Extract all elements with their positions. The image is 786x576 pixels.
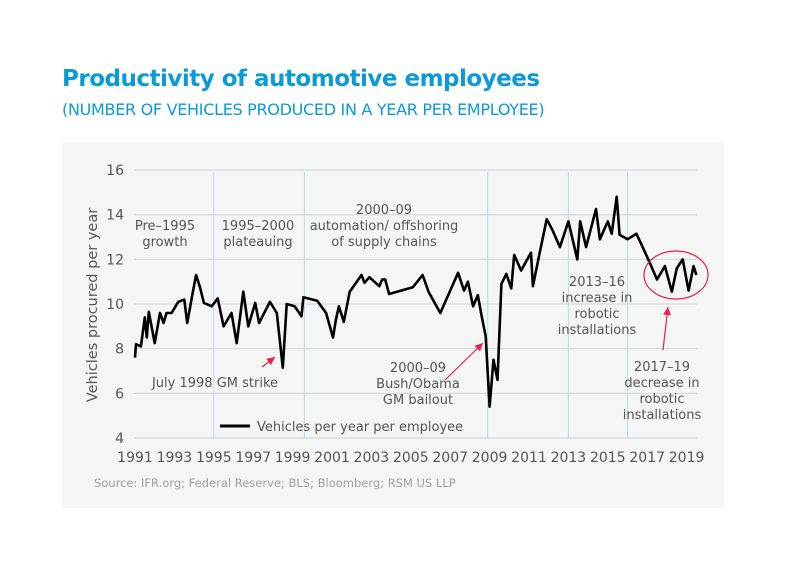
annotation-pre1995: growth <box>142 235 187 250</box>
y-tick-label: 16 <box>106 163 124 179</box>
x-tick-label: 2019 <box>669 450 705 466</box>
y-axis-label: Vehicles procured per year <box>85 208 101 402</box>
annotation-bailout: GM bailout <box>383 393 453 408</box>
x-tick-label: 2013 <box>551 450 587 466</box>
bailout-arrow-head <box>474 343 483 352</box>
highlight-circle <box>643 250 709 300</box>
annotation-automation: of supply chains <box>331 235 437 250</box>
annotation-strike: July 1998 GM strike <box>151 376 278 391</box>
y-tick-label: 14 <box>106 208 124 224</box>
strike-arrow-head <box>266 357 275 366</box>
x-tick-label: 2005 <box>393 450 429 466</box>
x-tick-label: 2011 <box>511 450 547 466</box>
annotation-automation: 2000–09 <box>356 203 412 218</box>
decrease-arrow-head <box>663 307 672 316</box>
legend-label: Vehicles per year per employee <box>257 420 463 435</box>
source-note: Source: IFR.org; Federal Reserve; BLS; B… <box>94 476 456 490</box>
annotation-decrease: installations <box>623 408 702 423</box>
annotation-increase: robotic <box>574 307 619 322</box>
bailout-arrow <box>444 342 484 381</box>
y-tick-label: 4 <box>115 431 124 447</box>
chart-panel <box>62 142 724 508</box>
x-tick-label: 2001 <box>314 450 350 466</box>
annotation-increase: installations <box>558 323 637 338</box>
x-tick-label: 2003 <box>354 450 390 466</box>
x-tick-label: 1999 <box>275 450 311 466</box>
y-tick-label: 10 <box>106 297 124 313</box>
annotation-increase: 2013–16 <box>569 275 625 290</box>
annotation-decrease: robotic <box>639 392 684 407</box>
series-line <box>133 195 698 408</box>
y-tick-label: 8 <box>115 342 124 358</box>
annotation-decrease: 2017–19 <box>634 360 690 375</box>
x-tick-label: 1997 <box>235 450 271 466</box>
chart-title: Productivity of automotive employees <box>62 66 540 92</box>
x-tick-label: 2009 <box>472 450 508 466</box>
annotation-automation: automation/ offshoring <box>310 219 459 234</box>
chart-subtitle: (NUMBER OF VEHICLES PRODUCED IN A YEAR P… <box>62 100 545 119</box>
x-tick-label: 2017 <box>629 450 665 466</box>
annotation-decrease: decrease in <box>624 376 699 391</box>
annotation-increase: increase in <box>562 291 633 306</box>
x-tick-label: 1995 <box>196 450 232 466</box>
annotation-bailout: 2000–09 <box>390 361 446 376</box>
y-tick-label: 12 <box>106 252 124 268</box>
annotation-plateau: 1995–2000 <box>222 219 295 234</box>
y-tick-label: 6 <box>115 386 124 402</box>
annotation-pre1995: Pre–1995 <box>135 219 195 234</box>
x-tick-label: 1991 <box>117 450 153 466</box>
annotation-bailout: Bush/Obama <box>376 377 460 392</box>
annotation-plateau: plateauing <box>223 235 292 250</box>
legend: Vehicles per year per employee <box>220 420 463 435</box>
x-tick-label: 1993 <box>157 450 193 466</box>
x-tick-label: 2015 <box>590 450 626 466</box>
x-tick-label: 2007 <box>432 450 468 466</box>
